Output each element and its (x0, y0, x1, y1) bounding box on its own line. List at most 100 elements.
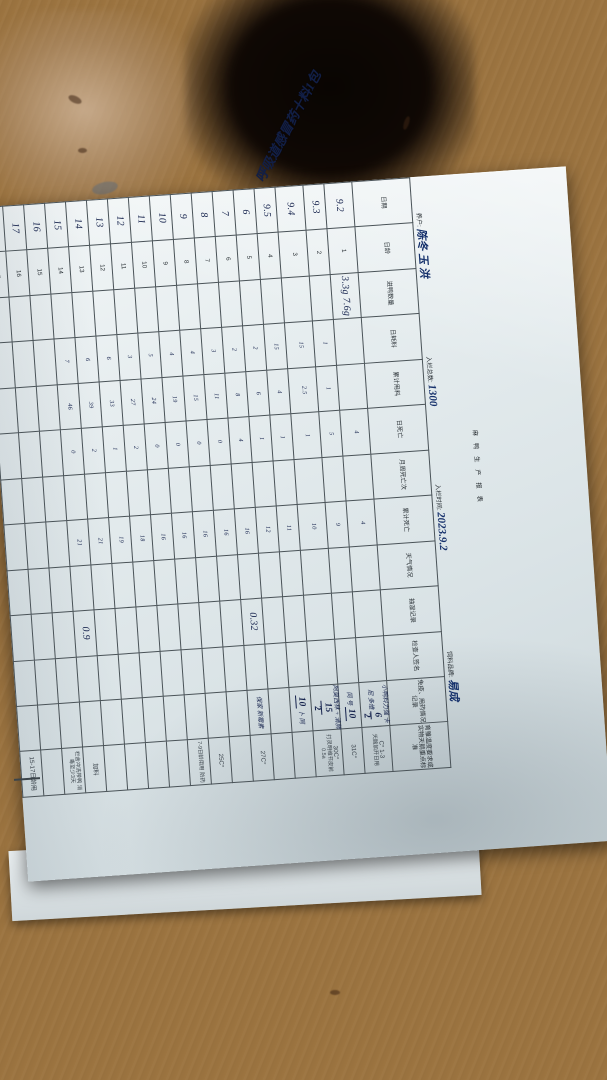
table-dark-shadow (185, 0, 475, 190)
cell-date: 16 (23, 203, 48, 251)
cell-age: 4 (257, 232, 282, 280)
cell-date: 14 (65, 200, 90, 248)
cell-feed-day: 2 (242, 324, 267, 372)
cell-death-total: 19 (108, 516, 133, 564)
cell-date: 12 (107, 197, 132, 245)
cell-death-month (105, 470, 130, 518)
cell-weather (258, 551, 283, 599)
cell-inspector (118, 652, 143, 700)
cell-date: 7 (212, 190, 237, 237)
cell-duck-in (155, 285, 180, 333)
cell-temperature: 25C° (208, 737, 233, 785)
col-header-humidity: 抽湿记录 (380, 585, 442, 636)
cell-inspector (34, 658, 59, 706)
cell-humidity (94, 608, 119, 656)
temp-subnote: 打灵明维节皮前0.5a (319, 734, 334, 773)
temp-value: 31C° (349, 744, 358, 759)
fraction-numerator: 15 (320, 700, 333, 715)
cell-age: 8 (173, 238, 198, 286)
cell-weather (279, 549, 304, 597)
meta-entry-time-value: 2023.9.2 (434, 511, 450, 552)
table-light-patch (0, 10, 200, 210)
cell-date: 15 (44, 201, 69, 249)
cell-death-day: 0 (60, 428, 85, 476)
cell-age: 16 (5, 250, 30, 297)
cell-death-day: 2 (81, 427, 106, 474)
cell-medication: 保家 新霉素 (246, 688, 272, 736)
cell-feed-total: 4 (266, 368, 291, 416)
col-header-date: 日期 (351, 177, 413, 228)
cell-duck-in (92, 289, 117, 337)
cell-death-total: 16 (171, 511, 196, 559)
cell-date: 17 (2, 204, 27, 252)
cell-inspector (180, 647, 206, 695)
cell-humidity (198, 601, 223, 648)
meta-entry-count-label: 入栏总数: (424, 356, 434, 384)
cell-death-total: 16 (192, 510, 217, 558)
cell-death-total: 12 (255, 506, 280, 553)
col-header-temperature: 育雏温度要求或实物天鹅重点标准 (389, 721, 451, 772)
cell-medication (100, 699, 125, 746)
cell-temperature (145, 741, 170, 789)
cell-humidity (10, 614, 35, 662)
cell-date: 9 (170, 193, 195, 240)
cell-feed-day: 4 (179, 329, 204, 376)
cell-feed-total: 19 (161, 375, 187, 423)
production-report-sheet: 麻鸭生产报表 养户: 陈冬 玉 洪 入栏总数: 1300 入栏时间: 2023.… (0, 166, 607, 882)
cell-weather (300, 548, 332, 596)
medication-note-text: 卜 同 (297, 709, 306, 725)
cell-medication (79, 700, 104, 748)
col-header-inspector: 检查人签名 (383, 631, 445, 681)
cell-duck-in (176, 283, 201, 331)
cell-inspector (264, 642, 289, 689)
cell-duck-in (218, 280, 243, 328)
cell-feed-total: 15 (182, 374, 208, 422)
cell-temperature: 加料 (82, 745, 107, 793)
cell-medication: 同 号 10 (337, 682, 362, 730)
col-header-death-day: 日死亡 (367, 404, 429, 454)
col-header-medication: 免疫、用药情况记录 (386, 676, 448, 726)
cell-age: 11 (110, 242, 135, 290)
cell-death-day: 1 (290, 411, 322, 460)
cell-death-total: 9 (325, 501, 350, 549)
medication-note-fraction: 15 2 (311, 700, 333, 715)
cell-death-total: 18 (129, 514, 154, 562)
cell-death-total: 4 (345, 499, 378, 547)
cell-medication (58, 702, 83, 749)
cell-feed-total: 6 (245, 370, 270, 417)
col-header-feed-total: 累计用料 (364, 359, 426, 409)
medication-note-fraction: 10 (344, 706, 357, 721)
cell-death-month (231, 462, 256, 510)
cell-weather (27, 567, 53, 615)
medication-note-text: 同 号 (345, 691, 354, 706)
cell-duck-in (197, 282, 222, 330)
cell-temperature (124, 743, 149, 790)
cell-humidity (352, 589, 384, 638)
fraction-denominator: 2 (312, 705, 323, 711)
cell-humidity (219, 599, 244, 647)
cell-death-month (342, 453, 374, 502)
cell-feed-total: 1 (315, 365, 340, 412)
cell-date: 10 (149, 194, 174, 242)
cell-feed-total (336, 363, 368, 411)
fraction-numerator: 10 (294, 694, 307, 709)
cell-duck-in (71, 291, 96, 338)
temp-value: 25C° (217, 753, 226, 768)
cell-humidity (303, 593, 335, 641)
cell-age: 15 (26, 248, 51, 296)
fraction-denominator: 2 (361, 712, 373, 719)
cell-feed-day: 7 (54, 337, 79, 385)
cell-feed-total: 24 (140, 377, 166, 425)
cell-feed-day: 6 (95, 334, 121, 382)
cell-feed-day: 15 (263, 323, 288, 371)
cell-age: 9 (152, 239, 177, 287)
cell-feed-day (333, 317, 365, 366)
cell-age: 3 (278, 230, 310, 278)
cell-temperature (40, 748, 65, 796)
temp-value: 30C° (331, 745, 340, 760)
cell-duck-in (260, 277, 285, 325)
cell-age: 5 (236, 234, 261, 281)
cell-duck-in (239, 279, 264, 327)
cell-date: 9.3 (302, 183, 327, 231)
cell-humidity: 0.9 (73, 609, 98, 657)
